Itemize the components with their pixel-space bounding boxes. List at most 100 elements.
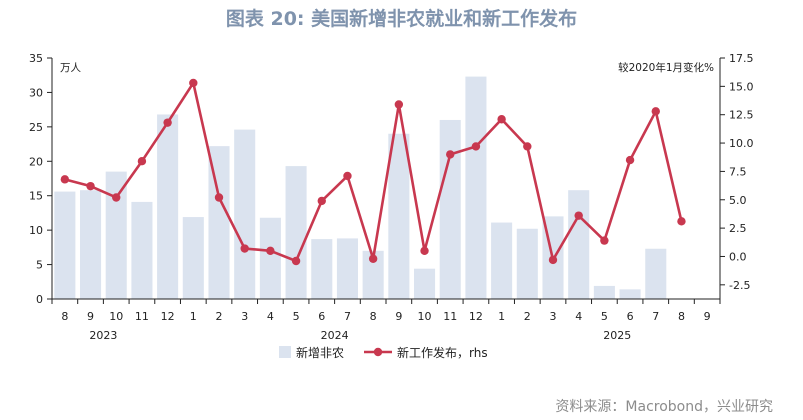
x-tick-label: 5 (601, 310, 608, 323)
x-tick-label: 8 (61, 310, 68, 323)
x-tick-label: 8 (678, 310, 685, 323)
left-tick-label: 20 (29, 155, 43, 168)
x-tick-label: 11 (443, 310, 457, 323)
x-tick-label: 10 (109, 310, 123, 323)
left-tick-label: 15 (29, 190, 43, 203)
line-point (343, 171, 352, 181)
left-tick-label: 10 (29, 224, 43, 237)
left-tick-label: 5 (36, 259, 43, 272)
x-tick-label: 2 (524, 310, 531, 323)
bar (208, 146, 230, 299)
bar (414, 268, 436, 299)
bar (311, 239, 333, 299)
bar (362, 250, 384, 299)
x-tick-label: 3 (550, 310, 557, 323)
bar (645, 248, 667, 299)
right-tick-label: 7.5 (729, 165, 747, 178)
line-point (368, 254, 378, 263)
legend-swatch-marker (373, 347, 383, 357)
right-tick-label: 10.0 (729, 137, 754, 150)
line-point (60, 175, 70, 184)
left-tick-label: 30 (29, 86, 43, 99)
x-tick-label: 5 (293, 310, 300, 323)
x-tick-label: 1 (498, 310, 505, 323)
x-tick-label: 1 (190, 310, 197, 323)
line-point (112, 193, 121, 202)
line-point (189, 78, 198, 88)
legend-swatch-bars (279, 346, 291, 358)
line-point (471, 142, 481, 151)
x-tick-label: 3 (241, 310, 248, 323)
line-point (600, 236, 609, 245)
bar (54, 191, 76, 299)
x-tick-label: 7 (344, 310, 351, 323)
bar (439, 119, 461, 299)
line-point (214, 193, 224, 202)
left-tick-label: 25 (29, 121, 43, 134)
line-point (625, 155, 635, 165)
legend-label-bars: 新增非农 (296, 345, 344, 360)
x-year-label: 2024 (321, 329, 349, 342)
bar (568, 190, 590, 299)
bar (516, 228, 538, 299)
line-point (317, 196, 326, 206)
bar (388, 133, 410, 299)
source-note: 资料来源：Macrobond，兴业研究 (555, 399, 773, 415)
line-point (497, 115, 506, 124)
right-tick-label: 15.0 (729, 80, 754, 93)
bar (491, 222, 513, 299)
right-tick-label: -2.5 (729, 279, 750, 292)
line-point (523, 142, 532, 151)
line-point (446, 150, 455, 159)
legend-label-line: 新工作发布，rhs (397, 345, 488, 360)
bar (157, 114, 179, 299)
left-unit-label: 万人 (60, 62, 81, 74)
x-tick-label: 10 (418, 310, 432, 323)
x-tick-label: 7 (652, 310, 659, 323)
bar (80, 190, 102, 299)
x-tick-label: 12 (469, 310, 483, 323)
x-tick-label: 6 (318, 310, 325, 323)
bar (465, 76, 487, 299)
line-point (240, 244, 249, 253)
line-point (291, 256, 301, 266)
line-point (677, 217, 686, 226)
line-point (86, 181, 95, 191)
left-tick-label: 35 (29, 52, 43, 65)
x-tick-label: 9 (395, 310, 402, 323)
line-point (420, 246, 429, 255)
line-point (394, 100, 404, 109)
x-tick-label: 2 (216, 310, 223, 323)
left-tick-label: 0 (36, 293, 43, 306)
line-point (163, 118, 172, 127)
x-year-label: 2023 (89, 329, 117, 342)
line-point (137, 157, 147, 166)
right-tick-label: 12.5 (729, 109, 754, 122)
line-point (574, 211, 583, 220)
bar (259, 217, 281, 299)
right-tick-label: 0.0 (729, 250, 747, 263)
x-tick-label: 4 (267, 310, 274, 323)
bar (105, 171, 127, 299)
bar (285, 166, 307, 299)
x-tick-label: 9 (704, 310, 711, 323)
bar (182, 217, 204, 299)
bar (593, 285, 615, 299)
line-point (548, 255, 558, 265)
right-tick-label: 17.5 (729, 52, 754, 65)
x-tick-label: 4 (575, 310, 582, 323)
bar (619, 289, 641, 299)
x-tick-label: 12 (161, 310, 175, 323)
right-tick-label: 2.5 (729, 222, 747, 235)
x-tick-label: 11 (135, 310, 149, 323)
right-unit-label: 较2020年1月变化% (618, 61, 714, 74)
chart-title: 图表 20: 美国新增非农就业和新工作发布 (225, 8, 578, 30)
x-tick-label: 6 (627, 310, 634, 323)
bar (234, 129, 256, 299)
line-point (651, 107, 660, 116)
x-tick-label: 9 (87, 310, 94, 323)
bar (336, 238, 358, 299)
bar (131, 201, 153, 299)
x-tick-label: 8 (370, 310, 377, 323)
